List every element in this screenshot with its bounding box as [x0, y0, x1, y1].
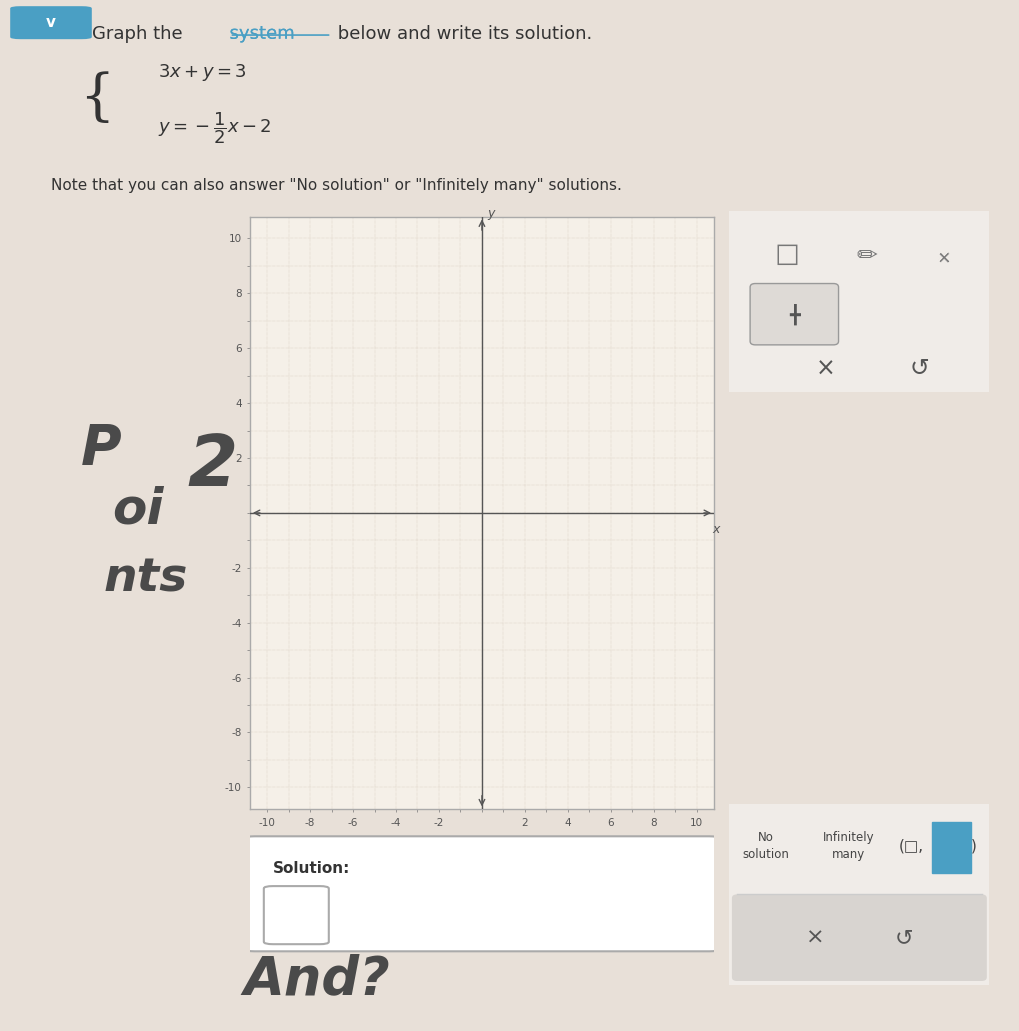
Text: Note that you can also answer "No solution" or "Infinitely many" solutions.: Note that you can also answer "No soluti… [51, 178, 622, 193]
Text: No
solution: No solution [742, 831, 789, 861]
Text: y: y [486, 207, 494, 221]
Text: Graph the: Graph the [92, 25, 187, 42]
Text: {: { [79, 71, 114, 127]
Text: ✏: ✏ [856, 244, 876, 268]
Text: x: x [711, 523, 719, 536]
Text: nts: nts [104, 557, 187, 601]
Text: v: v [46, 15, 56, 30]
Text: $y=-\dfrac{1}{2}x-2$: $y=-\dfrac{1}{2}x-2$ [158, 110, 271, 145]
FancyBboxPatch shape [732, 895, 985, 982]
Text: below and write its solution.: below and write its solution. [331, 25, 591, 42]
FancyBboxPatch shape [931, 823, 970, 872]
FancyBboxPatch shape [264, 886, 328, 944]
Text: ↺: ↺ [908, 357, 928, 380]
Text: ↺: ↺ [894, 928, 912, 947]
FancyBboxPatch shape [723, 208, 994, 396]
Text: And?: And? [244, 954, 390, 1005]
Text: ╋: ╋ [788, 303, 799, 325]
Text: Solution:: Solution: [273, 861, 351, 875]
Text: system: system [229, 25, 294, 42]
Text: ): ) [970, 838, 976, 854]
FancyBboxPatch shape [245, 836, 718, 952]
FancyBboxPatch shape [10, 6, 92, 39]
Text: ☐: ☐ [773, 242, 798, 270]
Text: (□,: (□, [898, 838, 923, 854]
Text: Infinitely
many: Infinitely many [822, 831, 874, 861]
FancyBboxPatch shape [723, 801, 994, 988]
Text: +: + [931, 244, 957, 269]
Text: P: P [81, 422, 121, 476]
FancyBboxPatch shape [749, 284, 838, 344]
Text: 2: 2 [186, 432, 237, 501]
Text: $3x+y=3$: $3x+y=3$ [158, 62, 247, 82]
Text: oi: oi [112, 486, 163, 534]
Text: ×: × [815, 357, 835, 380]
Text: ×: × [805, 928, 823, 947]
